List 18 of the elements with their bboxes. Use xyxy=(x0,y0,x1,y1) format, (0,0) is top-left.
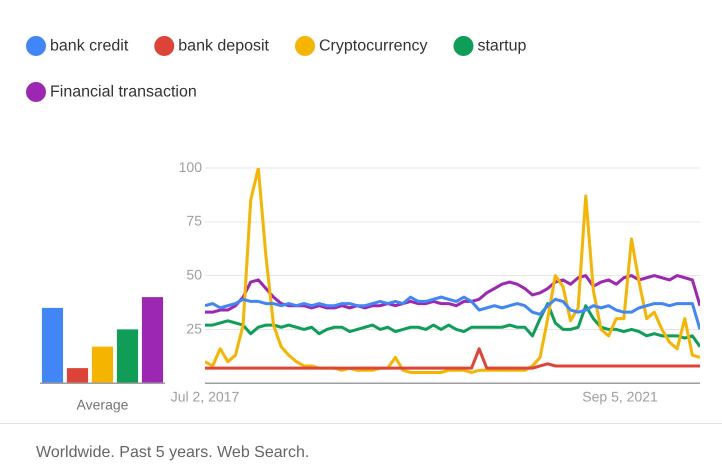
text: Worldwide. Past 5 years. Web Search. xyxy=(36,444,310,462)
y-tick-label: 75 xyxy=(186,212,202,229)
legend-label: Cryptocurrency xyxy=(319,37,428,54)
bar xyxy=(142,297,164,384)
y-tick-label: 50 xyxy=(186,266,202,282)
legend-label: startup xyxy=(477,37,526,54)
bar xyxy=(116,329,138,384)
y-tick-label: 25 xyxy=(186,320,202,336)
bar xyxy=(42,308,64,384)
x-tick-label: Jul 2, 2017 xyxy=(170,388,240,404)
legend-label: bank credit xyxy=(50,37,129,54)
y-tick-label: 100 xyxy=(178,158,202,175)
x-axis-title: Average xyxy=(76,396,129,412)
legend-label: bank deposit xyxy=(178,37,270,54)
bar xyxy=(92,346,114,384)
legend-label: Financial transaction xyxy=(50,83,197,100)
x-tick-label: Sep 5, 2021 xyxy=(582,388,658,404)
bar xyxy=(66,368,88,384)
